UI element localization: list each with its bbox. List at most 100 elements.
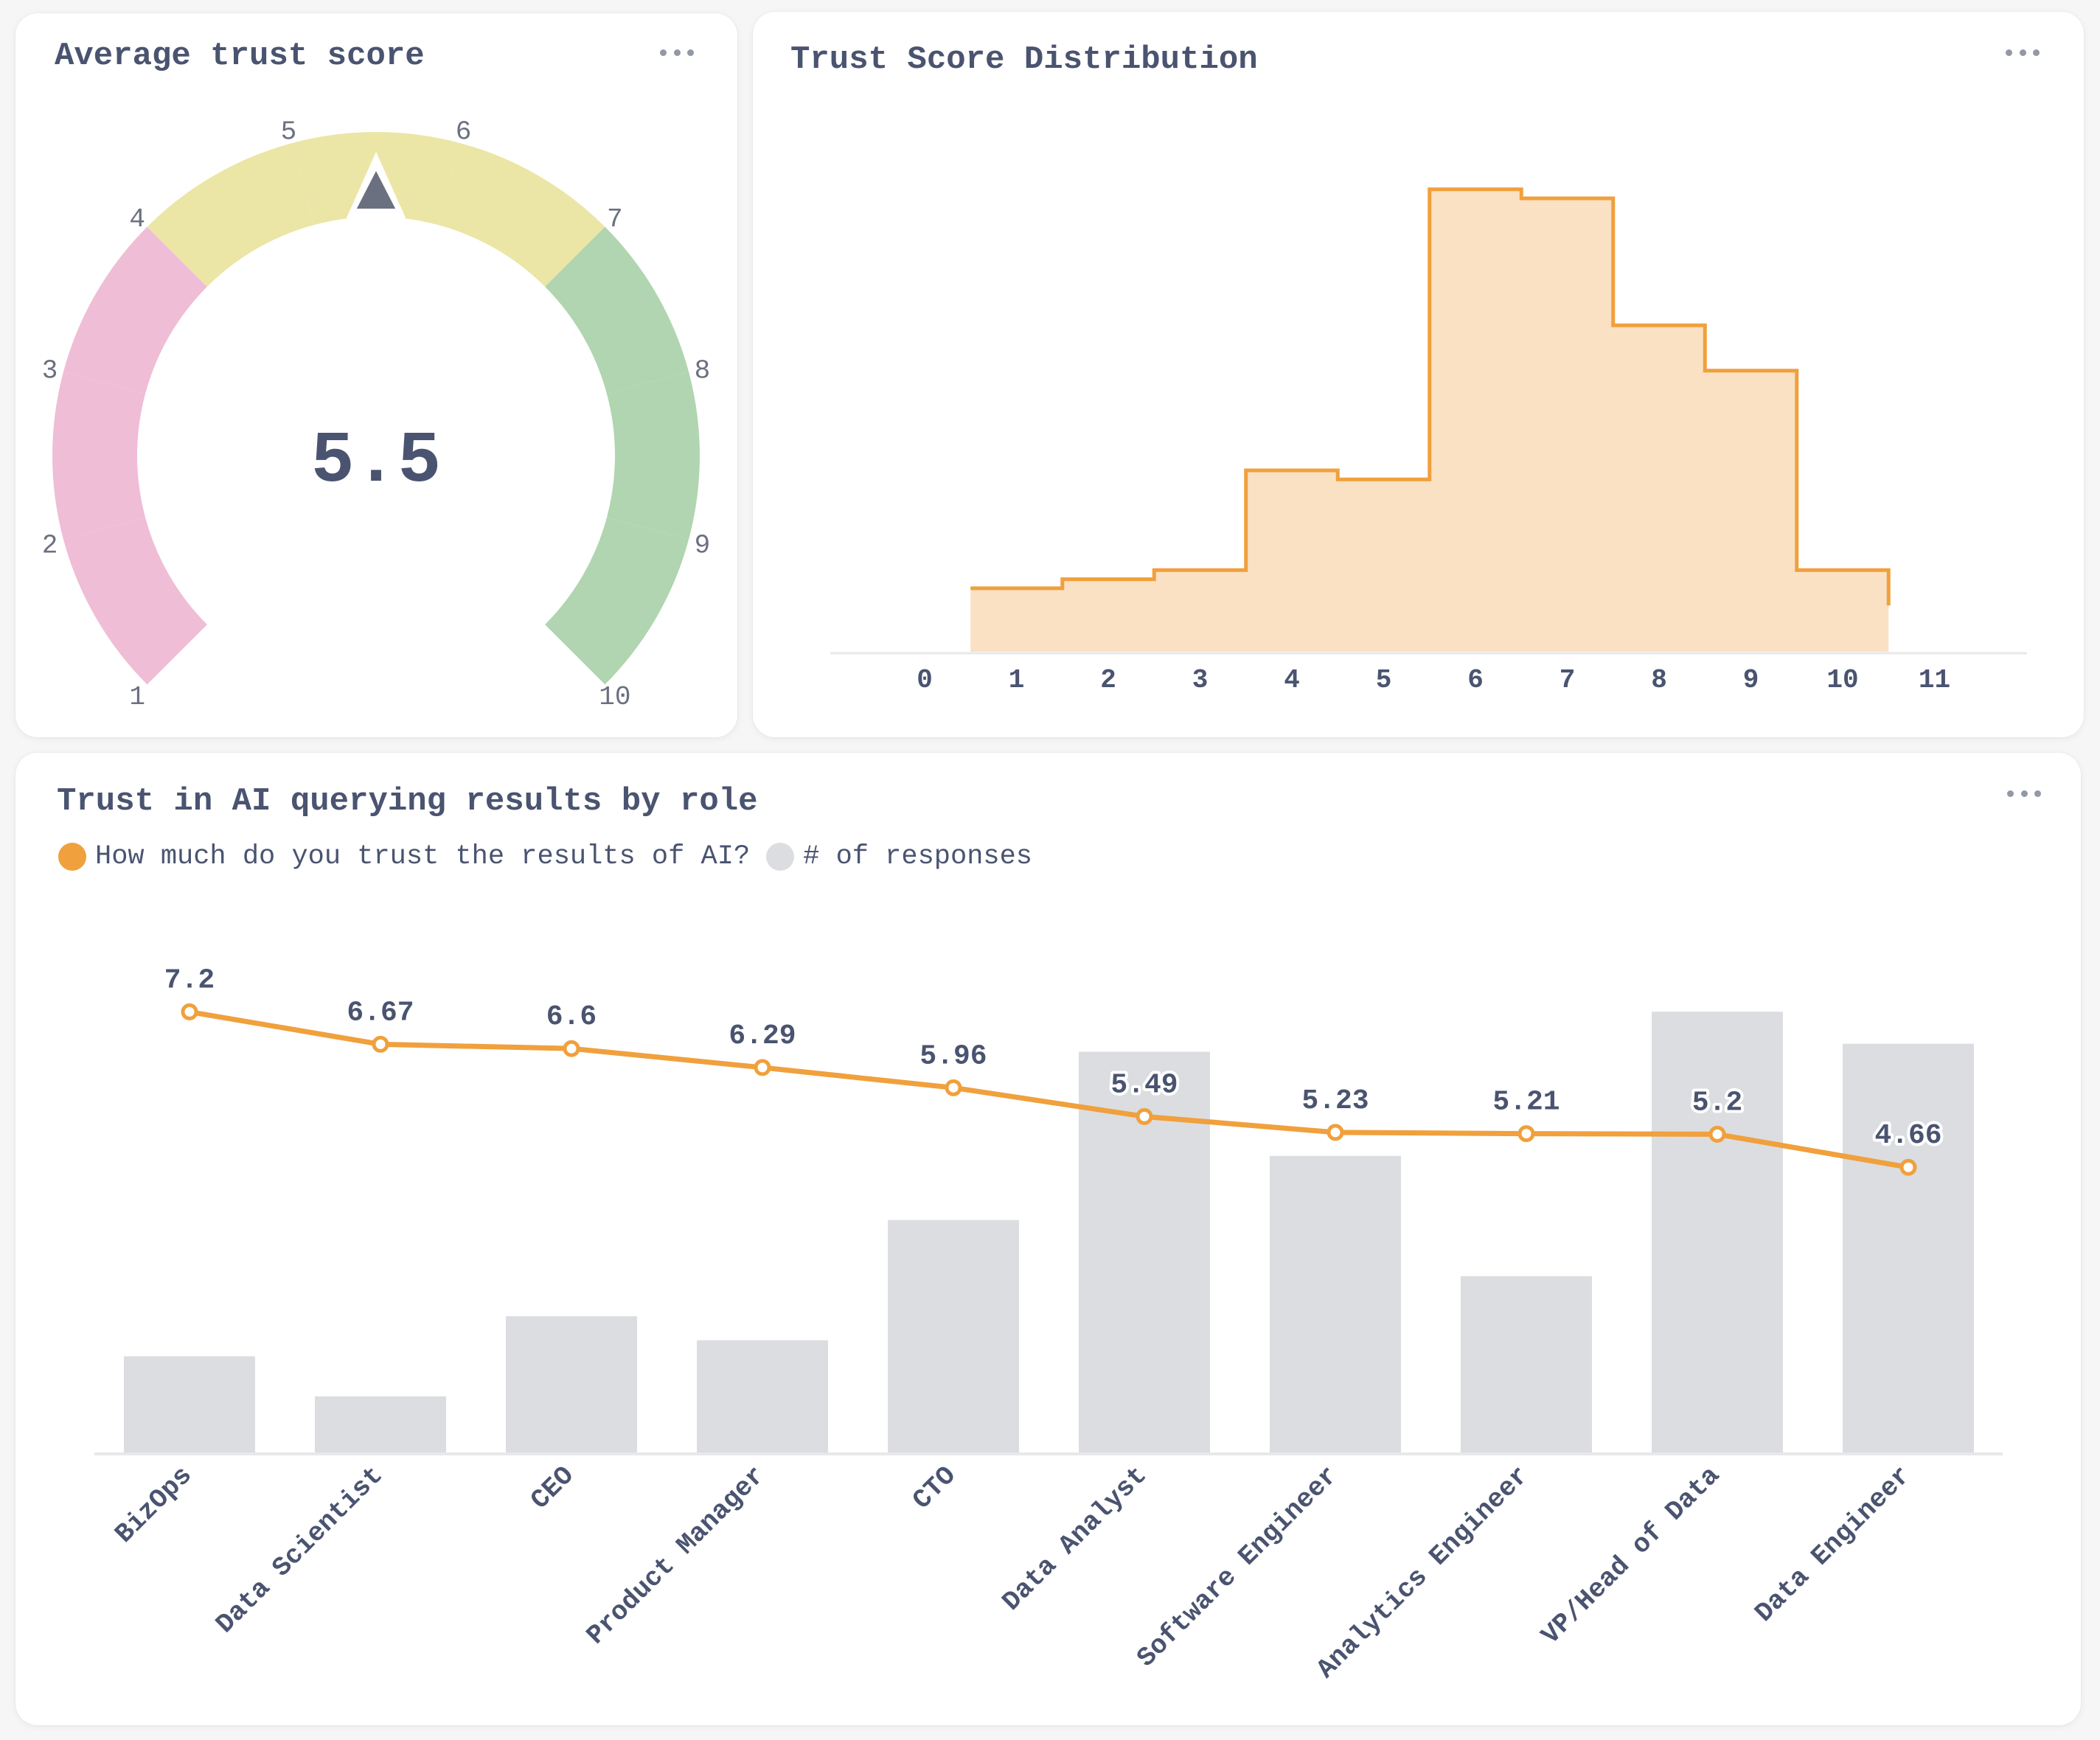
x-tick-label: 2	[1100, 665, 1116, 695]
more-options-icon[interactable]	[2003, 41, 2042, 63]
histogram-bin	[1521, 198, 1613, 652]
legend-swatch-trust	[58, 843, 86, 871]
trust-by-role-chart: 7.2 6.67 6.6 6.29 5.96 5.49 5.23 5.21 5.2 4.66 Biz…	[94, 961, 2003, 1685]
x-tick-label: 8	[1651, 665, 1667, 695]
gauge-band-segment	[545, 517, 689, 685]
gauge-tick-label: 4	[129, 204, 145, 234]
histogram-bin	[1430, 189, 1522, 652]
chart-legend: How much do you trust the results of AI?…	[58, 841, 1049, 872]
trust-data-label: 6.67	[347, 997, 414, 1029]
average-trust-score-card: Average trust score 1 2 3 4 5 6 7 8 9 10 5.5	[15, 13, 737, 737]
trust-by-role-card: Trust in AI querying results by role How…	[15, 753, 2081, 1725]
x-category-label: Software Engineer	[1131, 1461, 1344, 1674]
x-tick-label: 4	[1284, 665, 1300, 695]
trust-data-label: 5.96	[919, 1040, 987, 1072]
response-count-bar	[1843, 1043, 1974, 1452]
x-tick-label: 9	[1743, 665, 1759, 695]
response-count-bar	[1461, 1276, 1592, 1452]
histogram-line	[970, 187, 1891, 606]
legend-item-responses[interactable]: # of responses	[766, 841, 1032, 872]
trust-data-label: 5.2	[1692, 1087, 1742, 1118]
trust-point	[1517, 1125, 1535, 1143]
trust-point	[1327, 1124, 1344, 1141]
card-title: Trust Score Distribution	[790, 41, 1258, 78]
response-count-bar	[124, 1356, 255, 1452]
gauge-tick-label: 7	[607, 204, 623, 234]
card-title: Trust in AI querying results by role	[57, 783, 758, 820]
gauge-band-segment	[63, 517, 207, 685]
gauge-band-segment	[606, 372, 700, 540]
trust-point	[372, 1035, 389, 1053]
gauge-band-segment	[437, 142, 605, 287]
trust-data-label: 6.6	[546, 1001, 597, 1033]
card-title: Average trust score	[55, 38, 425, 74]
histogram-bin	[1338, 479, 1430, 652]
x-category-label: VP/Head of Data	[1536, 1461, 1726, 1651]
response-count-bar	[1652, 1012, 1783, 1452]
trust-point	[181, 1003, 198, 1020]
x-tick-label: 5	[1376, 665, 1392, 695]
legend-label-trust: How much do you trust the results of AI?	[95, 841, 751, 872]
trust-data-label: 4.66	[1874, 1120, 1941, 1152]
trust-point	[754, 1059, 771, 1076]
histogram-bin	[1705, 371, 1797, 652]
gauge-tick-label: 3	[42, 355, 58, 386]
gauge-chart: 1 2 3 4 5 6 7 8 9 10 5.5	[42, 117, 711, 712]
x-category-label: CEO	[525, 1461, 580, 1516]
trust-data-label: 5.49	[1110, 1069, 1178, 1101]
histogram-bin	[970, 588, 1063, 652]
more-options-icon[interactable]	[2004, 782, 2044, 804]
x-category-label: BizOps	[109, 1461, 198, 1550]
x-tick-label: 0	[917, 665, 933, 695]
x-tick-label: 10	[1826, 665, 1858, 695]
histogram-bin	[1246, 470, 1338, 652]
x-tick-label: 1	[1009, 665, 1025, 695]
gauge-tick-label: 1	[129, 682, 145, 712]
gauge-tick-label: 9	[695, 531, 711, 561]
trust-data-label: 7.2	[164, 964, 215, 996]
response-count-bar	[888, 1219, 1019, 1452]
histogram-bin	[1613, 325, 1706, 652]
response-count-bar	[315, 1396, 446, 1452]
response-count-bar	[506, 1316, 637, 1452]
gauge-tick-label: 2	[42, 531, 58, 561]
trust-point	[563, 1040, 580, 1057]
gauge-band-segment	[147, 142, 315, 287]
x-tick-label: 3	[1192, 665, 1209, 695]
trust-data-label: 6.29	[729, 1020, 796, 1052]
histogram-bin	[1797, 570, 1889, 652]
trust-line	[189, 1009, 1909, 1170]
gauge-tick-label: 10	[599, 682, 630, 712]
x-category-label: Data Analyst	[996, 1461, 1152, 1617]
gauge-tick-label: 6	[456, 117, 472, 147]
histogram-chart: 0 1 2 3 4 5 6 7 8 9 10 11	[830, 187, 2027, 695]
histogram-bin	[1154, 570, 1246, 652]
x-category-label: Data Engineer	[1749, 1461, 1917, 1629]
trust-point	[1899, 1158, 1917, 1176]
x-category-label: Analytics Engineer	[1311, 1461, 1535, 1685]
gauge-band-segment	[52, 372, 146, 540]
x-category-label: Data Scientist	[210, 1461, 389, 1640]
gauge-band-segment	[545, 226, 689, 394]
trust-point	[1136, 1107, 1153, 1125]
trust-data-label: 5.23	[1301, 1085, 1369, 1117]
x-tick-label: 7	[1560, 665, 1576, 695]
x-category-label: Product Manager	[581, 1461, 771, 1651]
legend-item-trust[interactable]: How much do you trust the results of AI?	[58, 841, 750, 872]
legend-label-responses: # of responses	[803, 841, 1033, 872]
trust-data-label: 5.21	[1492, 1087, 1560, 1118]
trust-point	[1708, 1125, 1726, 1143]
gauge-tick-label: 5	[281, 117, 297, 147]
x-tick-label: 11	[1919, 665, 1950, 695]
trust-score-distribution-card: Trust Score Distribution 0 1 2 3 4 5 6 7 8 9 10 11	[753, 12, 2084, 737]
response-count-bar	[1270, 1155, 1401, 1452]
legend-swatch-responses	[766, 843, 795, 871]
gauge-pointer-icon	[356, 171, 396, 209]
gauge-tick-label: 8	[695, 355, 711, 386]
x-tick-label: 6	[1467, 665, 1484, 695]
trust-point	[945, 1079, 962, 1096]
gauge-value: 5.5	[311, 421, 441, 503]
gauge-band-segment	[63, 226, 207, 394]
more-options-icon[interactable]	[657, 41, 697, 63]
x-category-label: CTO	[907, 1461, 962, 1516]
